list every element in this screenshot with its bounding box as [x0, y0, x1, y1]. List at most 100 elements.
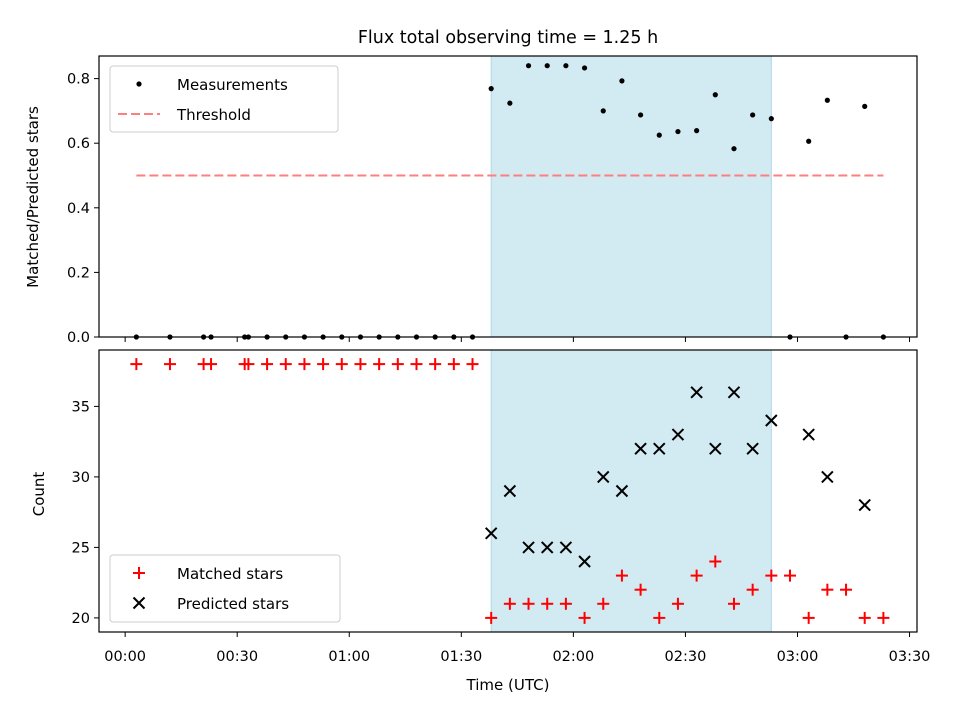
- measurement-point: [525, 63, 532, 69]
- predicted-star-point: [690, 386, 703, 399]
- measurement-point: [694, 128, 700, 134]
- matched-star-point: [877, 611, 890, 624]
- measurement-point: [656, 132, 662, 138]
- matched-star-point: [653, 611, 666, 624]
- x-tick-label: 00:30: [216, 649, 258, 665]
- matched-star-point: [205, 358, 218, 371]
- x-tick-label: 03:00: [777, 649, 819, 665]
- measurement-point: [750, 112, 756, 118]
- x-tick-label: 00:00: [104, 649, 146, 665]
- top-legend: [109, 65, 339, 133]
- predicted-star-point: [765, 414, 778, 427]
- legend-matched-marker: [133, 567, 145, 579]
- bottom-plot-frame: [98, 349, 918, 633]
- matched-star-point: [765, 569, 778, 582]
- bottom-shaded-span: [490, 349, 772, 633]
- matched-star-point: [503, 597, 516, 610]
- predicted-star-point: [615, 484, 629, 498]
- legend-measurements-marker: [136, 81, 142, 87]
- measurement-point: [806, 138, 812, 144]
- matched-star-point: [802, 611, 815, 624]
- matched-star-point: [130, 358, 143, 371]
- predicted-x-b: [727, 386, 741, 399]
- matched-star-point: [466, 358, 479, 371]
- matched-star-point: [279, 358, 292, 371]
- predicted-star-point: [597, 470, 610, 484]
- top-y-axis-label: Matched/Predicted stars: [24, 106, 42, 288]
- top-chart-title: Flux total observing time = 1.25 h: [358, 28, 658, 48]
- matched-star-point: [242, 358, 255, 371]
- matched-star-point: [522, 597, 535, 610]
- measurement-point: [675, 128, 681, 135]
- legend-predicted-label: Predicted stars: [177, 595, 289, 613]
- matched-star-point: [821, 583, 834, 596]
- matched-star-point: [709, 555, 722, 568]
- predicted-x-b: [765, 414, 778, 427]
- matched-star-point: [391, 358, 404, 371]
- matched-star-point: [410, 358, 423, 371]
- measurement-point: [488, 86, 494, 92]
- measurement-point: [731, 146, 737, 152]
- predicted-x-b: [634, 442, 647, 455]
- predicted-x-b: [709, 442, 722, 455]
- predicted-x-b: [559, 541, 573, 554]
- matched-star-point: [261, 358, 274, 371]
- measurement-point: [712, 92, 718, 98]
- bottom-y-axis-label: Count: [30, 472, 48, 517]
- measurement-point: [637, 112, 644, 118]
- matched-star-point: [634, 583, 647, 596]
- x-axis-label: Time (UTC): [466, 676, 550, 694]
- matched-star-point: [335, 358, 348, 371]
- matched-star-point: [615, 569, 628, 582]
- bottom-y-tick-label: 25: [72, 540, 90, 556]
- top-y-tick-label: 0.4: [67, 201, 90, 217]
- x-tick-label: 01:30: [440, 649, 482, 665]
- predicted-x-b: [597, 470, 610, 484]
- measurement-point: [563, 63, 569, 69]
- top-shaded-span: [490, 55, 772, 338]
- bottom-legend: [109, 554, 341, 623]
- predicted-star-point: [541, 541, 554, 554]
- matched-star-point: [447, 358, 460, 371]
- matched-star-point: [690, 569, 703, 582]
- top-y-tick-label: 0.8: [67, 72, 90, 88]
- x-tick-label: 02:00: [552, 649, 594, 665]
- bottom-y-tick-label: 35: [72, 399, 90, 415]
- predicted-star-point: [484, 527, 498, 540]
- top-plot-frame: [98, 55, 918, 338]
- measurement-point: [768, 116, 774, 122]
- predicted-star-point: [522, 541, 535, 554]
- matched-star-point: [840, 583, 853, 596]
- measurement-point: [544, 63, 550, 69]
- measurement-point: [619, 78, 625, 84]
- bottom-y-tick-label: 20: [72, 611, 90, 627]
- x-tick-label: 01:00: [328, 649, 370, 665]
- matched-star-point: [429, 358, 442, 371]
- matched-star-point: [541, 597, 554, 610]
- predicted-x-b: [484, 527, 498, 540]
- predicted-x-b: [802, 428, 815, 441]
- matched-star-point: [485, 611, 498, 624]
- predicted-x-b: [522, 541, 535, 554]
- measurement-point: [862, 103, 868, 109]
- matched-star-point: [858, 611, 871, 624]
- legend-measurements-label: Measurements: [177, 76, 288, 94]
- predicted-star-point: [503, 484, 517, 498]
- predicted-star-point: [802, 428, 815, 441]
- predicted-x-b: [858, 498, 871, 512]
- predicted-star-point: [653, 442, 666, 455]
- predicted-x-b: [503, 484, 517, 498]
- legend-predicted-marker: [132, 596, 146, 610]
- legend-matched-label: Matched stars: [177, 565, 283, 583]
- predicted-x-b: [615, 484, 629, 498]
- predicted-star-point: [578, 555, 591, 568]
- legend-threshold-label: Threshold: [176, 106, 251, 124]
- measurement-point: [507, 100, 513, 106]
- matched-star-point: [597, 597, 610, 610]
- top-y-tick-label: 0.0: [67, 330, 90, 346]
- predicted-x-b: [578, 555, 591, 568]
- predicted-x-b: [690, 386, 703, 399]
- matched-star-point: [163, 358, 176, 371]
- matched-star-point: [746, 583, 759, 596]
- predicted-x-b: [541, 541, 554, 554]
